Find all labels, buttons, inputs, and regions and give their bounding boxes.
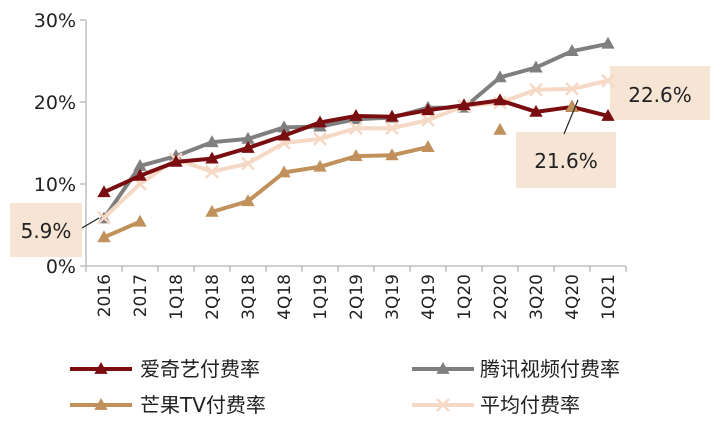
data-point <box>313 115 327 128</box>
data-point <box>241 156 255 171</box>
callout-box <box>10 203 82 257</box>
data-point <box>565 81 579 96</box>
x-tick-label: 1Q19 <box>311 274 331 320</box>
callout-label: 5.9% <box>21 219 72 243</box>
data-point <box>421 140 435 152</box>
data-point <box>565 99 579 112</box>
series-0 <box>97 93 615 198</box>
x-tick-label: 1Q21 <box>599 274 619 320</box>
data-point <box>277 128 291 141</box>
data-point <box>349 108 363 121</box>
data-point <box>601 108 615 121</box>
data-point <box>277 165 291 178</box>
x-tick-label: 2Q20 <box>491 274 511 320</box>
legend-swatch-marker <box>94 398 108 410</box>
callout-label: 22.6% <box>628 83 692 107</box>
x-tick-label: 3Q20 <box>527 274 547 320</box>
data-point <box>601 36 615 49</box>
axes-layer: 0% 10% 20% 30% 2016 2017 1Q18 2Q18 3Q18 4Q18 1Q19 2… <box>34 10 627 320</box>
y-tick-label: 30% <box>34 10 76 32</box>
series-line <box>102 219 142 240</box>
x-tick-label: 1Q20 <box>455 274 475 320</box>
data-point <box>313 159 327 172</box>
data-point <box>385 109 399 122</box>
data-point <box>205 135 219 148</box>
legend-item: 爱奇艺付费率 <box>70 357 260 381</box>
y-tick-label: 20% <box>34 92 76 114</box>
data-point <box>493 122 507 135</box>
legend-label: 芒果TV付费率 <box>140 393 266 417</box>
series-layer: 5.9% 22.6% 21.6% <box>21 36 692 243</box>
data-point <box>421 113 435 127</box>
x-tick-label: 2016 <box>95 274 115 317</box>
data-point <box>97 185 111 198</box>
callout-leader <box>81 217 100 229</box>
data-point <box>385 121 399 136</box>
data-point <box>133 214 147 227</box>
legend-label: 平均付费率 <box>480 393 580 417</box>
data-point <box>349 121 363 136</box>
series-2 <box>97 99 579 243</box>
data-point <box>97 210 111 225</box>
x-tick-label: 4Q19 <box>419 274 439 320</box>
legend-label: 爱奇艺付费率 <box>140 357 260 381</box>
x-tick-label: 3Q18 <box>239 274 259 320</box>
data-point <box>385 148 399 161</box>
data-point <box>457 98 471 111</box>
data-point <box>241 194 255 207</box>
x-tick-label: 2Q18 <box>203 274 223 320</box>
data-point <box>241 140 255 153</box>
x-tick-label: 3Q19 <box>383 274 403 320</box>
x-tick-label: 2Q19 <box>347 274 367 320</box>
x-tick-label: 4Q18 <box>275 274 295 320</box>
callout-label: 21.6% <box>534 149 598 173</box>
legend-swatch-marker <box>436 362 450 374</box>
data-point <box>493 70 507 83</box>
callout-box <box>610 66 710 120</box>
data-point <box>601 73 615 88</box>
legend-swatch-marker <box>436 398 450 412</box>
x-tick-label: 2017 <box>131 274 151 317</box>
callouts-layer <box>10 66 710 257</box>
legend-swatch-marker <box>94 362 108 374</box>
y-tick-label: 0% <box>46 256 76 278</box>
data-point <box>133 158 147 171</box>
data-point <box>241 131 255 144</box>
data-point <box>313 132 327 146</box>
callout-leader <box>563 99 579 135</box>
data-point <box>529 104 543 117</box>
legend-item: 腾讯视频付费率 <box>412 357 620 381</box>
x-tick-label: 4Q20 <box>563 274 583 320</box>
data-point <box>349 149 363 162</box>
data-point <box>97 230 111 243</box>
legend-item: 平均付费率 <box>412 393 580 417</box>
data-point <box>529 82 543 97</box>
legend-label: 腾讯视频付费率 <box>480 357 620 381</box>
data-point <box>169 154 183 167</box>
data-point <box>205 204 219 217</box>
data-point <box>565 44 579 57</box>
y-tick-label: 10% <box>34 174 76 196</box>
x-tick-label: 1Q18 <box>167 274 187 320</box>
data-point <box>205 151 219 164</box>
data-point <box>493 93 507 106</box>
data-point <box>277 120 291 133</box>
data-point <box>421 103 435 116</box>
callout-box <box>516 132 616 188</box>
data-point <box>133 168 147 181</box>
data-point <box>529 60 543 73</box>
legend-item: 芒果TV付费率 <box>70 393 266 417</box>
data-point <box>205 164 219 179</box>
